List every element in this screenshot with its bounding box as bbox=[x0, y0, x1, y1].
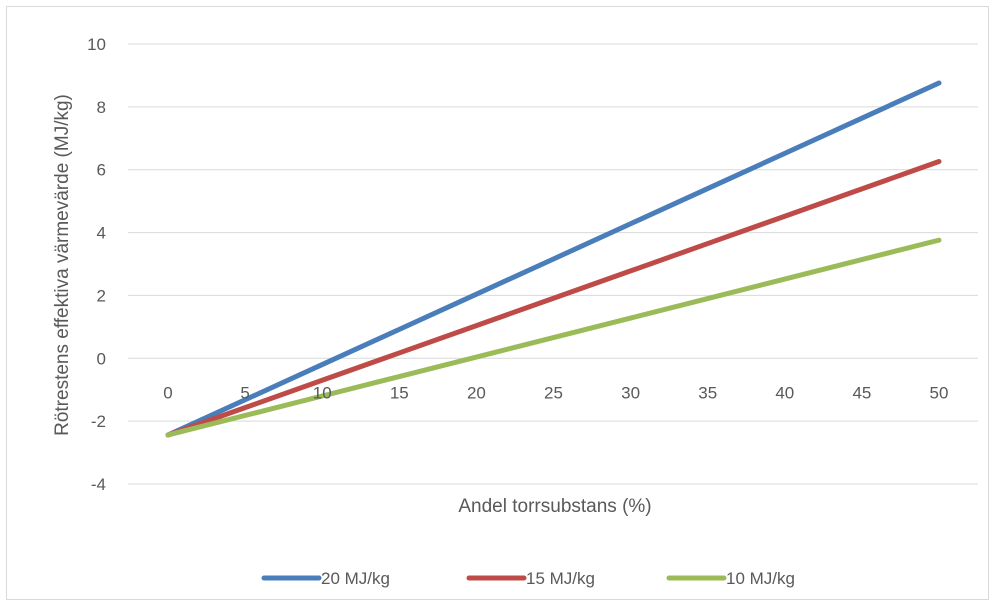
gridlines bbox=[128, 43, 978, 485]
y-tick-label: -4 bbox=[91, 475, 106, 494]
x-tick-label: 5 bbox=[240, 383, 249, 402]
series-line-3 bbox=[165, 237, 942, 438]
y-tick-label: 2 bbox=[97, 286, 106, 305]
legend: 20 MJ/kg 15 MJ/kg 10 MJ/kg bbox=[261, 569, 795, 588]
series-line-2 bbox=[165, 159, 942, 438]
x-tick-labels: 0 5 10 15 20 25 30 35 40 45 50 bbox=[163, 383, 948, 402]
y-tick-labels: 10 8 6 4 2 0 -2 -4 bbox=[87, 35, 106, 494]
series-line-1 bbox=[165, 80, 942, 438]
y-tick-label: 4 bbox=[97, 224, 106, 243]
legend-label-1: 20 MJ/kg bbox=[321, 569, 390, 588]
y-tick-label: -2 bbox=[91, 412, 106, 431]
x-tick-label: 40 bbox=[775, 383, 794, 402]
x-tick-label: 0 bbox=[163, 383, 172, 402]
legend-label-2: 15 MJ/kg bbox=[526, 569, 595, 588]
x-tick-label: 35 bbox=[698, 383, 717, 402]
x-axis-title: Andel torrsubstans (%) bbox=[458, 496, 651, 517]
series-lines bbox=[165, 80, 942, 438]
legend-label-3: 10 MJ/kg bbox=[726, 569, 795, 588]
chart-frame bbox=[6, 6, 989, 600]
x-tick-label: 25 bbox=[544, 383, 563, 402]
y-tick-label: 8 bbox=[97, 98, 106, 117]
y-tick-label: 6 bbox=[97, 161, 106, 180]
x-tick-label: 10 bbox=[313, 383, 332, 402]
x-tick-label: 50 bbox=[930, 383, 949, 402]
y-tick-label: 10 bbox=[87, 35, 106, 54]
y-tick-label: 0 bbox=[97, 349, 106, 368]
y-axis-title: Rötrestens effektiva värmevärde (MJ/kg) bbox=[52, 94, 73, 436]
x-tick-label: 20 bbox=[467, 383, 486, 402]
x-tick-label: 30 bbox=[621, 383, 640, 402]
x-tick-label: 15 bbox=[390, 383, 409, 402]
x-tick-label: 45 bbox=[852, 383, 871, 402]
